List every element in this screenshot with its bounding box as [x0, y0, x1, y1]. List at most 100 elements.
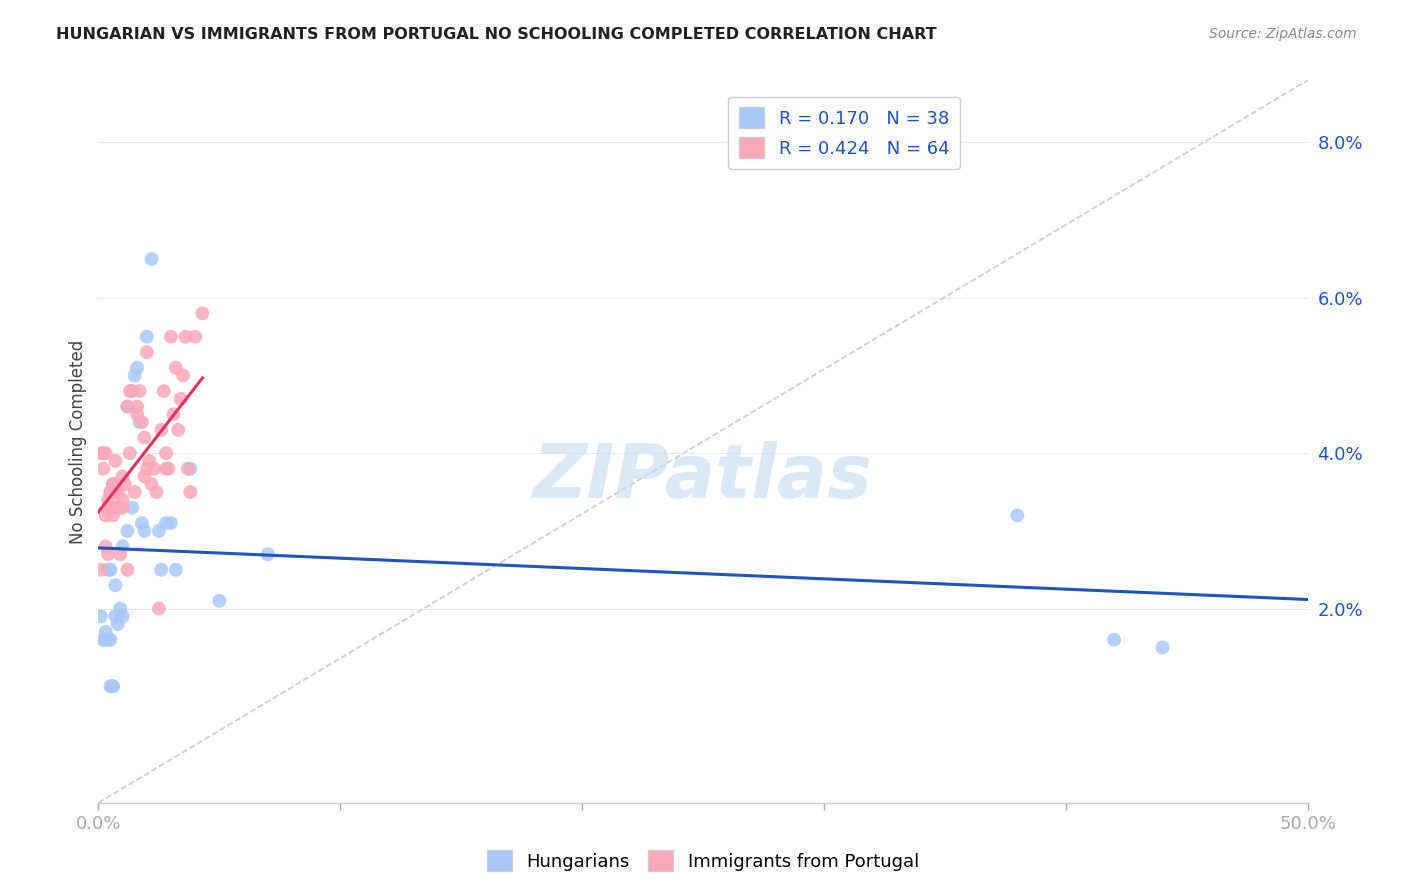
Point — [134, 431, 156, 445]
Point — [157, 461, 180, 475]
Point — [104, 454, 127, 468]
Point — [148, 601, 170, 615]
Point — [128, 415, 150, 429]
Point — [148, 524, 170, 538]
Point — [100, 500, 122, 515]
Point — [101, 485, 124, 500]
Point — [118, 446, 141, 460]
Point — [167, 423, 190, 437]
Point — [104, 485, 127, 500]
Point — [94, 508, 117, 523]
Point — [101, 679, 124, 693]
Text: ZIPatlas: ZIPatlas — [533, 442, 873, 514]
Point — [101, 477, 124, 491]
Point — [94, 624, 117, 639]
Point — [172, 368, 194, 383]
Point — [117, 524, 139, 538]
Point — [135, 345, 157, 359]
Point — [104, 609, 127, 624]
Point — [101, 508, 124, 523]
Point — [174, 329, 197, 343]
Point — [118, 384, 141, 398]
Point — [97, 500, 120, 515]
Point — [94, 446, 117, 460]
Point — [90, 563, 112, 577]
Point — [90, 609, 112, 624]
Point — [184, 329, 207, 343]
Point — [191, 306, 214, 320]
Point — [111, 609, 134, 624]
Point — [100, 563, 122, 577]
Point — [97, 492, 120, 507]
Point — [117, 400, 139, 414]
Point — [1152, 640, 1174, 655]
Legend: R = 0.170   N = 38, R = 0.424   N = 64: R = 0.170 N = 38, R = 0.424 N = 64 — [728, 96, 960, 169]
Point — [160, 329, 183, 343]
Point — [97, 563, 120, 577]
Point — [111, 469, 134, 483]
Point — [107, 500, 129, 515]
Point — [141, 477, 163, 491]
Point — [155, 461, 177, 475]
Point — [108, 500, 131, 515]
Point — [104, 578, 127, 592]
Point — [100, 632, 122, 647]
Point — [117, 400, 139, 414]
Legend: Hungarians, Immigrants from Portugal: Hungarians, Immigrants from Portugal — [479, 843, 927, 879]
Point — [141, 252, 163, 266]
Point — [107, 617, 129, 632]
Point — [256, 547, 278, 561]
Point — [100, 679, 122, 693]
Point — [91, 461, 114, 475]
Point — [101, 679, 124, 693]
Point — [127, 360, 149, 375]
Point — [162, 408, 184, 422]
Text: HUNGARIAN VS IMMIGRANTS FROM PORTUGAL NO SCHOOLING COMPLETED CORRELATION CHART: HUNGARIAN VS IMMIGRANTS FROM PORTUGAL NO… — [56, 27, 936, 42]
Point — [100, 485, 122, 500]
Point — [155, 446, 177, 460]
Point — [131, 516, 153, 530]
Point — [107, 485, 129, 500]
Point — [135, 461, 157, 475]
Point — [117, 563, 139, 577]
Point — [100, 485, 122, 500]
Point — [108, 601, 131, 615]
Point — [121, 500, 143, 515]
Point — [134, 524, 156, 538]
Point — [131, 415, 153, 429]
Point — [165, 360, 187, 375]
Point — [177, 461, 200, 475]
Point — [94, 632, 117, 647]
Point — [135, 329, 157, 343]
Point — [90, 446, 112, 460]
Point — [91, 446, 114, 460]
Point — [145, 485, 167, 500]
Point — [127, 408, 149, 422]
Point — [107, 500, 129, 515]
Point — [128, 384, 150, 398]
Text: Source: ZipAtlas.com: Source: ZipAtlas.com — [1209, 27, 1357, 41]
Point — [111, 500, 134, 515]
Point — [150, 423, 173, 437]
Point — [152, 384, 174, 398]
Point — [94, 540, 117, 554]
Point — [91, 632, 114, 647]
Point — [97, 632, 120, 647]
Point — [179, 485, 201, 500]
Point — [169, 392, 191, 406]
Point — [114, 477, 136, 491]
Point — [160, 516, 183, 530]
Point — [111, 492, 134, 507]
Point — [104, 477, 127, 491]
Point — [111, 540, 134, 554]
Point — [101, 477, 124, 491]
Point — [127, 400, 149, 414]
Point — [121, 384, 143, 398]
Point — [97, 547, 120, 561]
Y-axis label: No Schooling Completed: No Schooling Completed — [69, 340, 87, 543]
Point — [143, 461, 166, 475]
Point — [108, 547, 131, 561]
Point — [208, 594, 231, 608]
Point — [155, 516, 177, 530]
Point — [1102, 632, 1125, 647]
